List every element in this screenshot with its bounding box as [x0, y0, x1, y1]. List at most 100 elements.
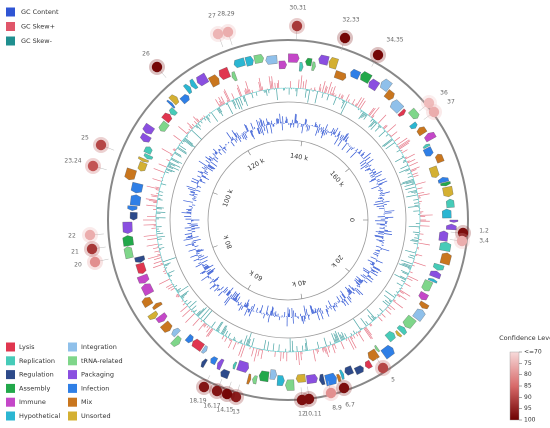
gc-spike — [201, 166, 206, 170]
gc-spike — [349, 145, 351, 148]
gc-spike — [355, 278, 362, 284]
gc-spike — [200, 171, 204, 174]
skew-spike — [350, 335, 353, 340]
gene — [143, 153, 154, 160]
gene — [136, 273, 150, 284]
skew-spike — [173, 148, 177, 151]
gc-spike — [294, 113, 296, 124]
gc-spike — [245, 302, 249, 308]
gc-spike — [343, 299, 346, 302]
skew-spike — [384, 299, 391, 305]
gc-spike — [301, 316, 303, 322]
skew-spike — [220, 96, 226, 105]
legend-swatch — [68, 383, 77, 393]
skew-spike — [208, 114, 211, 117]
skew-spike — [411, 182, 415, 184]
gene — [278, 60, 287, 70]
gene — [122, 235, 134, 247]
gene — [295, 373, 306, 383]
skew-spike — [181, 142, 184, 144]
skew-spike — [200, 320, 203, 323]
skew-spike — [224, 330, 229, 337]
gc-spike — [181, 212, 192, 214]
skew-spike — [182, 308, 191, 317]
skew-spike — [383, 125, 388, 130]
gene — [384, 331, 396, 343]
gc-spike — [375, 249, 380, 252]
skew-spike — [201, 117, 204, 120]
gc-spike — [256, 307, 259, 312]
gc-spike — [354, 279, 361, 286]
skew-spike — [240, 344, 246, 358]
scale-tick — [300, 293, 303, 299]
skew-spike — [174, 285, 178, 288]
gc-spike — [247, 308, 249, 310]
skew-spike — [338, 93, 341, 99]
gene — [424, 132, 437, 143]
scale-label: 80 k — [222, 234, 234, 250]
legend-swatch — [6, 370, 15, 380]
skew-spike — [368, 107, 376, 117]
confidence-marker — [222, 26, 234, 38]
inner-ring — [169, 101, 407, 339]
skew-spike — [237, 97, 243, 110]
skew-spike — [197, 307, 207, 317]
skew-spike — [191, 123, 195, 127]
skew-spike — [172, 149, 176, 152]
gc-spike — [308, 125, 311, 131]
gc-spike — [370, 256, 377, 260]
skew-spike — [330, 93, 332, 96]
gc-spike — [217, 285, 220, 288]
skew-spike — [355, 97, 362, 108]
skew-spike — [153, 257, 162, 261]
skew-spike — [153, 201, 158, 204]
gene — [141, 283, 155, 297]
gc-spike — [191, 227, 200, 229]
skew-spike — [239, 340, 241, 343]
gc-spike — [378, 230, 385, 233]
skew-spike — [165, 267, 168, 269]
skew-spike — [232, 99, 237, 106]
legend-swatch — [6, 397, 15, 407]
gc-spike — [374, 252, 379, 255]
gene — [439, 252, 452, 266]
skew-spike — [400, 259, 413, 265]
gc-spike — [227, 291, 231, 297]
skew-spike — [408, 225, 420, 228]
gc-spike — [345, 140, 348, 143]
gc-spike — [256, 127, 260, 135]
gc-spike — [211, 278, 215, 281]
gc-spike — [222, 147, 225, 150]
gc-spike — [214, 156, 219, 160]
gene — [216, 358, 225, 371]
skew-spike — [377, 114, 387, 124]
skew-spike — [407, 275, 419, 281]
skew-spike — [402, 178, 414, 184]
legend-swatch — [6, 7, 15, 17]
skew-spike — [398, 140, 411, 149]
scale-label: 100 k — [221, 188, 235, 208]
gc-spike — [214, 152, 217, 155]
scale-tick — [212, 192, 218, 195]
gc-spike — [375, 174, 382, 178]
skew-spike — [296, 88, 298, 97]
skew-spike — [243, 95, 248, 107]
confidence-marker — [95, 139, 107, 151]
gene — [395, 330, 403, 338]
gene — [169, 107, 178, 116]
gene — [409, 121, 418, 130]
gc-spike — [271, 120, 273, 125]
gene — [200, 345, 208, 354]
skew-spike — [298, 79, 300, 89]
skew-spike — [305, 338, 308, 351]
skew-spike — [401, 149, 408, 154]
gene — [438, 230, 449, 242]
marker-label: 36 — [440, 90, 448, 97]
skew-spike — [239, 97, 244, 106]
gc-spike — [225, 145, 227, 147]
skew-spike — [301, 345, 304, 352]
skew-spike — [221, 335, 225, 340]
gc-spike — [237, 301, 240, 304]
gc-spike — [258, 121, 261, 128]
gene — [446, 223, 457, 231]
